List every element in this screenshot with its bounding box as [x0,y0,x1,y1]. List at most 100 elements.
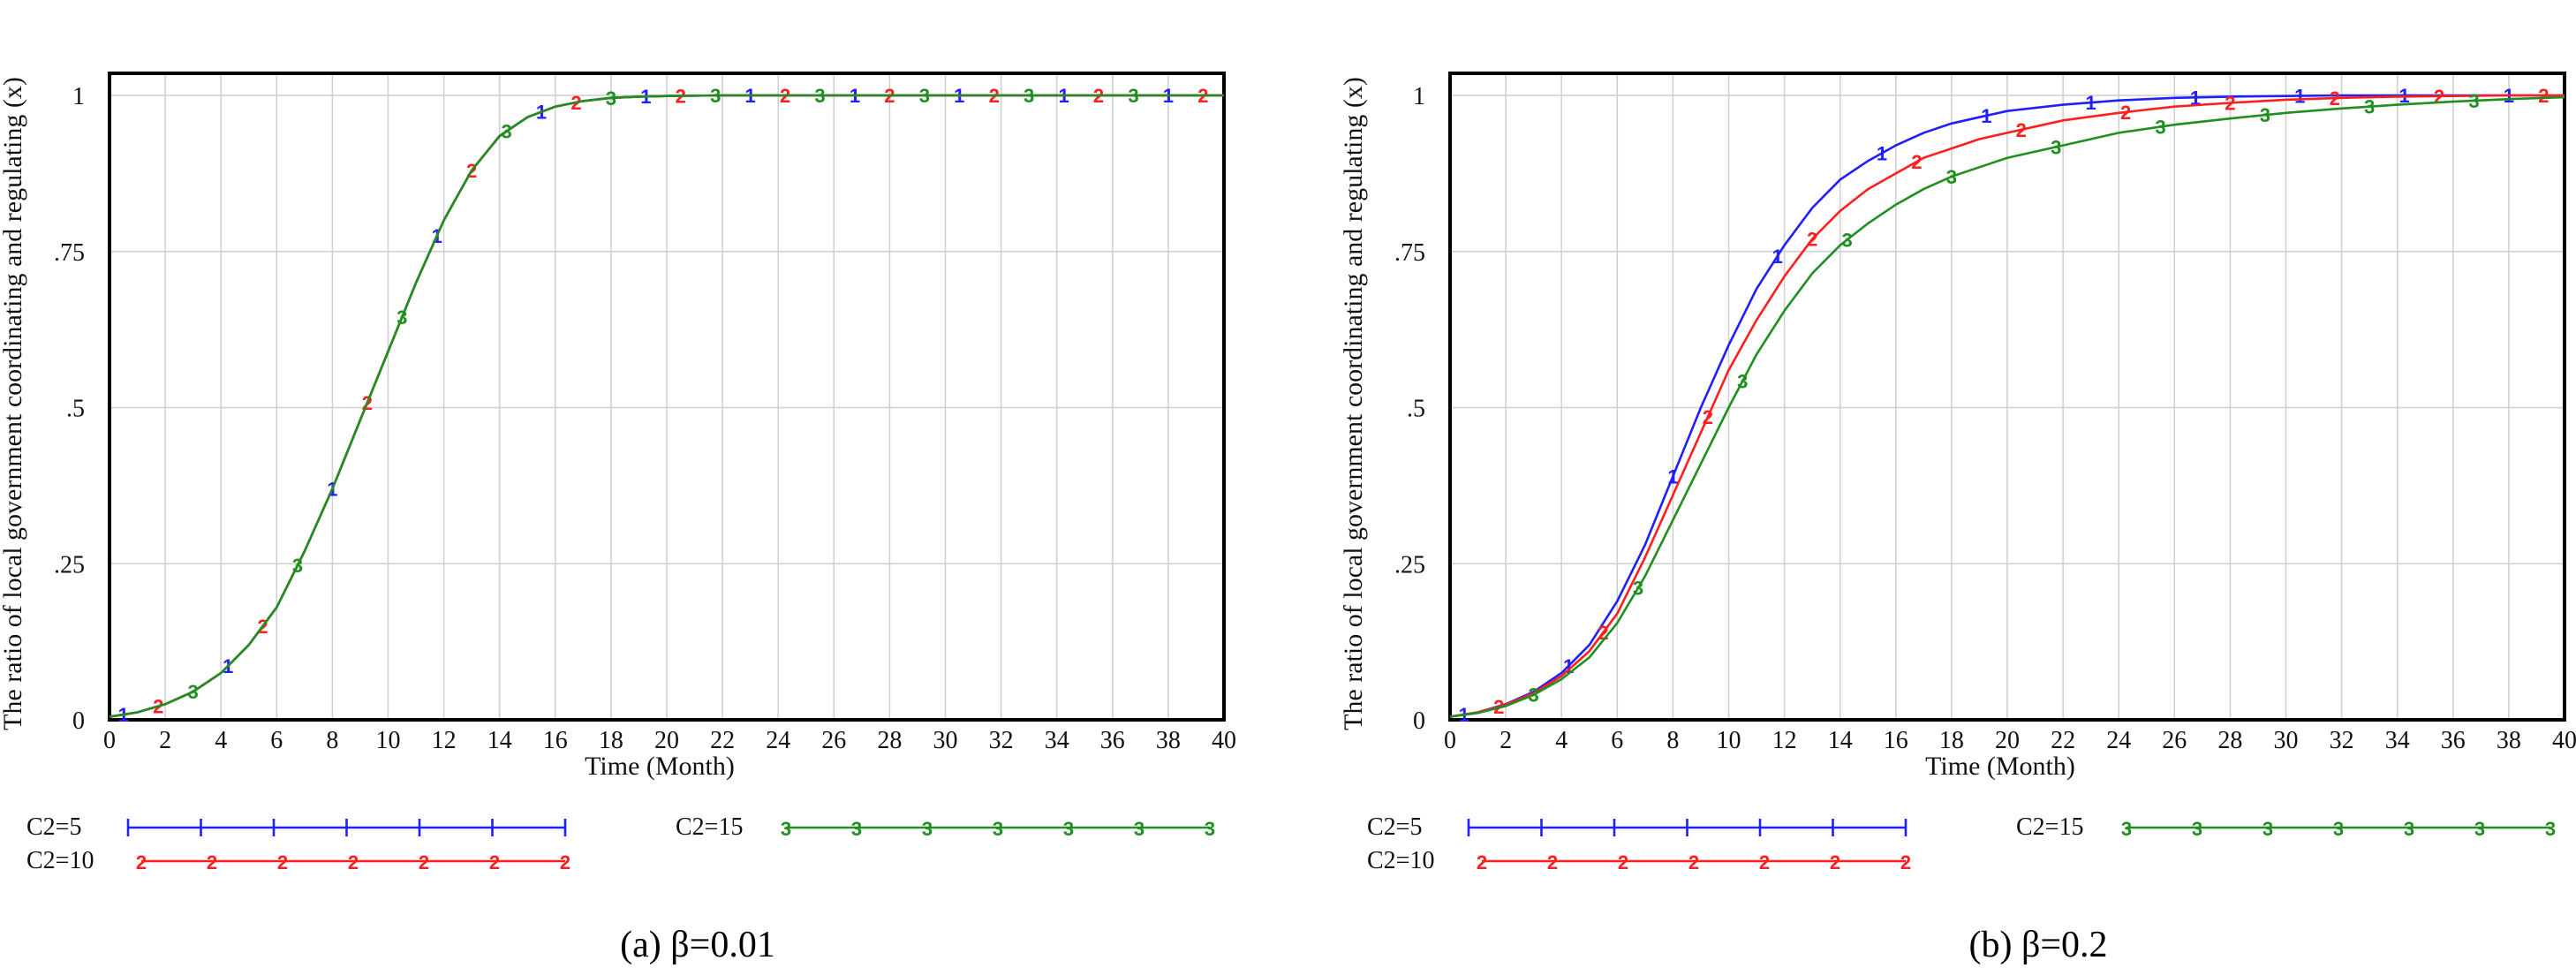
x-axis-label: Time (Month) [585,752,735,781]
series-marker: 1 [1667,465,1678,488]
series-marker: 3 [1529,684,1539,707]
plot-frame [108,72,1226,722]
series-marker: 3 [1633,578,1643,600]
x-tick-label: 4 [1555,727,1568,754]
x-tick-label: 6 [270,727,283,754]
legend-marker: 3 [2545,818,2556,840]
legend-label: C2=5 [1367,813,1422,841]
y-tick-label: 1 [1413,83,1425,110]
series-marker: 1 [2294,86,2305,108]
series-marker: 2 [2225,92,2235,114]
x-tick-label: 24 [2106,727,2131,754]
legend-marker: 3 [1063,818,1074,840]
x-tick-label: 38 [2497,727,2521,754]
x-tick-label: 14 [487,727,512,754]
panel-caption: (a) β=0.01 [620,925,775,965]
x-tick-label: 0 [103,727,116,754]
legend-marker: 2 [1618,851,1628,873]
series-line-C2=5 [1449,94,2565,718]
x-tick-label: 22 [2051,727,2075,754]
series-marker: 1 [2086,92,2096,114]
series-marker: 3 [1024,85,1034,107]
series-line-C2=15 [109,94,1224,718]
legend-marker: 3 [2474,818,2485,840]
y-axis-label: The ratio of local government coordinati… [0,77,27,730]
plot-frame [1448,72,2566,722]
legend-marker: 2 [1477,851,1487,873]
legend-marker: 2 [1759,851,1770,873]
legend-marker: 2 [1830,851,1840,873]
series-line-C2=15 [1449,95,2565,718]
legend-marker: 3 [1205,818,1215,840]
series-marker: 3 [1841,229,1852,251]
x-tick-label: 32 [989,727,1014,754]
y-tick-label: .25 [1394,551,1425,579]
y-tick-label: 0 [72,707,85,735]
x-tick-label: 20 [654,727,679,754]
legend-marker: 3 [781,818,791,840]
series-marker: 1 [1877,142,1887,164]
x-tick-label: 4 [215,727,227,754]
series-marker: 3 [397,306,407,329]
series-marker: 3 [814,85,825,107]
chart-panel-a: 0 2 4 6 8 10 12 14 16 18 20 22 24 26 28 30 32 34 36 38 400.2… [0,72,1236,965]
series-marker: 3 [188,681,199,703]
x-tick-label: 40 [2552,727,2576,754]
series-marker: 3 [501,121,511,143]
series-marker: 2 [1807,229,1817,251]
legend-marker: 3 [2333,818,2344,840]
legend-label: C2=5 [26,813,81,841]
x-tick-label: 36 [1100,727,1125,754]
series-marker: 3 [1737,370,1748,392]
y-tick-label: .5 [66,396,85,423]
legend-marker: 3 [922,818,933,840]
series-marker: 2 [2016,119,2027,141]
legend-label: C2=10 [1367,847,1434,874]
series-marker: 3 [710,85,721,107]
series-marker: 3 [2364,96,2375,118]
legend-marker: 2 [207,851,217,873]
y-tick-label: .75 [54,239,85,267]
x-tick-label: 34 [2385,727,2410,754]
x-tick-label: 12 [1772,727,1797,754]
x-tick-label: 28 [877,727,902,754]
legend-label: C2=15 [2016,813,2083,841]
x-tick-label: 12 [432,727,457,754]
x-tick-label: 10 [376,727,401,754]
series-marker: 2 [1703,406,1713,428]
y-tick-label: 1 [72,83,85,110]
x-tick-label: 26 [821,727,846,754]
legend-label: C2=15 [676,813,743,841]
x-tick-label: 2 [159,727,171,754]
legend-marker: 3 [2121,818,2132,840]
series-marker: 2 [2330,87,2340,110]
x-tick-label: 28 [2217,727,2242,754]
legend-marker: 2 [348,851,359,873]
x-tick-label: 0 [1444,727,1456,754]
x-tick-label: 10 [1717,727,1741,754]
legend-marker: 3 [2262,818,2273,840]
legend-marker: 2 [136,851,147,873]
legend-marker: 2 [1688,851,1699,873]
x-tick-label: 14 [1828,727,1853,754]
series-marker: 1 [1981,105,1991,127]
x-tick-label: 8 [326,727,338,754]
series-marker: 1 [2190,87,2201,109]
series-marker: 3 [1946,166,1957,188]
x-tick-label: 6 [1611,727,1623,754]
x-tick-label: 26 [2162,727,2187,754]
x-tick-label: 40 [1212,727,1236,754]
y-axis-label: The ratio of local government coordinati… [1339,77,1368,730]
legend-marker: 3 [851,818,862,840]
series-marker: 3 [2051,136,2061,158]
x-tick-label: 18 [599,727,623,754]
series-marker: 3 [919,85,930,107]
x-tick-label: 8 [1666,727,1679,754]
legend-marker: 2 [489,851,500,873]
y-tick-label: .75 [1394,239,1425,267]
series-line-C2=10 [1449,94,2565,718]
series-marker: 3 [2155,117,2165,139]
legend-marker: 2 [1547,851,1558,873]
series-marker: 3 [2468,90,2479,112]
